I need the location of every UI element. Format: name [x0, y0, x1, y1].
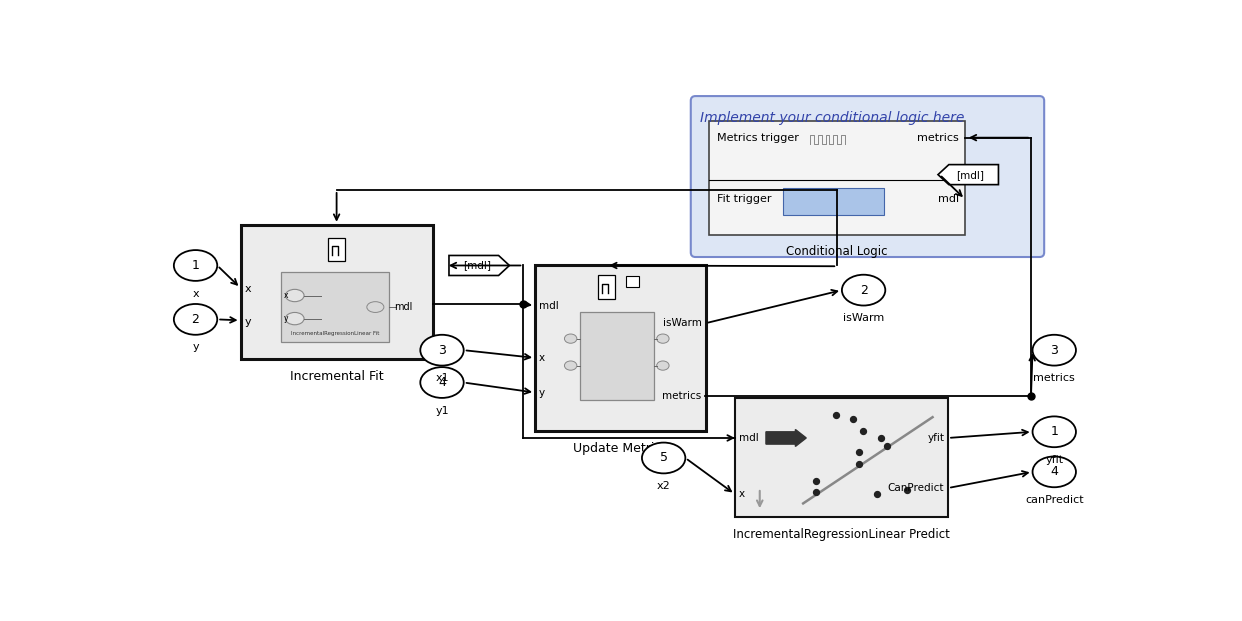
Text: CanPredict: CanPredict: [888, 483, 944, 493]
Text: mdl: mdl: [938, 194, 959, 204]
Text: canPredict: canPredict: [1025, 495, 1083, 505]
Bar: [782, 188, 884, 215]
Ellipse shape: [564, 334, 576, 343]
Ellipse shape: [174, 250, 217, 281]
Bar: [535, 266, 705, 431]
Ellipse shape: [286, 312, 304, 325]
Bar: [241, 225, 432, 360]
Text: isWarm: isWarm: [663, 318, 702, 329]
Bar: [328, 238, 345, 261]
Ellipse shape: [1032, 417, 1076, 447]
Text: 5: 5: [660, 451, 668, 465]
Bar: [709, 120, 965, 235]
Ellipse shape: [657, 361, 669, 370]
Point: [806, 476, 826, 486]
Bar: [281, 273, 389, 342]
Point: [872, 433, 892, 443]
Text: y: y: [193, 342, 199, 353]
Ellipse shape: [366, 302, 384, 312]
Text: mdl: mdl: [739, 433, 759, 443]
Text: 2: 2: [859, 284, 868, 297]
Text: 3: 3: [438, 343, 446, 356]
Ellipse shape: [1032, 456, 1076, 487]
Text: IncrementalRegressionLinear Fit: IncrementalRegressionLinear Fit: [291, 330, 379, 335]
Text: x1: x1: [435, 373, 448, 383]
Ellipse shape: [1032, 335, 1076, 366]
Text: Incremental Fit: Incremental Fit: [289, 370, 384, 383]
Polygon shape: [448, 255, 509, 276]
Point: [826, 410, 846, 420]
Point: [843, 414, 863, 424]
Text: x: x: [284, 291, 288, 300]
Text: 1: 1: [1051, 425, 1058, 438]
Text: mdl: mdl: [539, 301, 559, 310]
Ellipse shape: [657, 334, 669, 343]
Text: Conditional Logic: Conditional Logic: [786, 245, 888, 258]
Text: Update Metrics: Update Metrics: [573, 442, 668, 455]
Bar: [735, 398, 948, 517]
Text: metrics: metrics: [917, 133, 959, 143]
Polygon shape: [938, 165, 999, 184]
Ellipse shape: [286, 289, 304, 302]
Text: metrics: metrics: [662, 391, 702, 401]
Text: y1: y1: [435, 406, 448, 415]
Ellipse shape: [420, 367, 463, 398]
Text: x: x: [193, 289, 199, 299]
Ellipse shape: [842, 274, 886, 306]
Text: metrics: metrics: [1033, 373, 1076, 383]
Point: [850, 446, 869, 456]
Text: [mdl]: [mdl]: [463, 260, 491, 271]
Bar: [597, 276, 615, 299]
Text: x: x: [539, 353, 545, 363]
Text: [mdl]: [mdl]: [956, 170, 985, 179]
Text: y: y: [245, 317, 252, 327]
Text: yfit: yfit: [928, 433, 944, 443]
Text: Fit trigger: Fit trigger: [717, 194, 771, 204]
Text: y: y: [539, 388, 545, 397]
Text: x: x: [245, 284, 252, 294]
Ellipse shape: [642, 443, 686, 473]
Ellipse shape: [564, 361, 576, 370]
Text: mdl: mdl: [394, 302, 412, 312]
Bar: [626, 276, 638, 287]
Text: x: x: [739, 489, 745, 499]
Point: [897, 486, 917, 496]
Text: 1: 1: [191, 259, 200, 272]
Ellipse shape: [174, 304, 217, 335]
Text: IncrementalRegressionLinear Predict: IncrementalRegressionLinear Predict: [733, 528, 950, 541]
Text: Implement your conditional logic here: Implement your conditional logic here: [700, 112, 965, 125]
Text: 3: 3: [1051, 343, 1058, 356]
Text: y: y: [284, 314, 288, 323]
FancyArrow shape: [766, 430, 806, 446]
Text: 4: 4: [438, 376, 446, 389]
Text: 4: 4: [1051, 465, 1058, 478]
Point: [850, 459, 869, 469]
Text: isWarm: isWarm: [843, 313, 884, 323]
Text: Metrics trigger: Metrics trigger: [717, 133, 799, 143]
Text: x2: x2: [657, 481, 671, 491]
Point: [877, 441, 897, 451]
Text: yfit: yfit: [1046, 455, 1063, 465]
Point: [867, 489, 887, 499]
Point: [806, 487, 826, 497]
Ellipse shape: [420, 335, 463, 366]
Text: 2: 2: [191, 313, 200, 326]
Bar: [580, 312, 653, 400]
Point: [853, 427, 873, 437]
FancyBboxPatch shape: [691, 96, 1045, 257]
